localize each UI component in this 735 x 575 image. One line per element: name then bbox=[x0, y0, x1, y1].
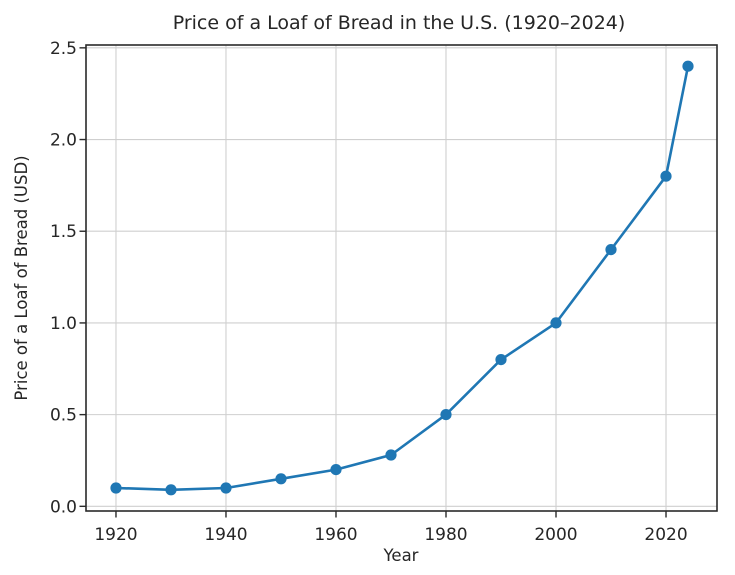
axis-ticks bbox=[79, 47, 667, 518]
price-line bbox=[114, 64, 690, 492]
x-tick-labels: 1920 1940 1960 1980 2000 2020 bbox=[94, 525, 687, 545]
data-point-marker bbox=[550, 317, 562, 329]
x-tick-label: 2020 bbox=[644, 525, 687, 545]
y-axis-label: Price of a Loaf of Bread (USD) bbox=[12, 155, 31, 400]
x-tick-label: 2000 bbox=[534, 525, 577, 545]
data-point-marker bbox=[275, 473, 287, 485]
y-tick-label: 2.0 bbox=[50, 131, 77, 151]
x-tick-label: 1940 bbox=[204, 525, 247, 545]
y-tick-label: 0.0 bbox=[50, 497, 77, 517]
y-tick-label: 1.5 bbox=[50, 222, 77, 242]
grid-lines bbox=[86, 45, 717, 511]
y-tick-label: 2.5 bbox=[50, 39, 77, 59]
data-series-line bbox=[114, 64, 690, 492]
data-point-marker bbox=[110, 482, 122, 494]
data-point-marker bbox=[660, 170, 672, 182]
chart-title: Price of a Loaf of Bread in the U.S. (19… bbox=[173, 12, 626, 34]
data-point-marker bbox=[605, 244, 617, 256]
x-axis-label: Year bbox=[383, 546, 419, 565]
data-point-marker bbox=[495, 354, 507, 366]
data-point-marker bbox=[220, 482, 232, 494]
data-point-marker bbox=[385, 449, 397, 461]
y-tick-label: 1.0 bbox=[50, 314, 77, 334]
x-tick-label: 1920 bbox=[94, 525, 137, 545]
y-tick-label: 0.5 bbox=[50, 406, 77, 426]
data-point-marker bbox=[165, 484, 177, 496]
data-point-marker bbox=[330, 464, 342, 476]
axis-spines bbox=[85, 44, 718, 512]
plot-border bbox=[85, 44, 718, 512]
x-tick-label: 1980 bbox=[424, 525, 467, 545]
data-series-markers bbox=[110, 60, 694, 496]
x-tick-label: 1960 bbox=[314, 525, 357, 545]
y-tick-labels: 0.0 0.5 1.0 1.5 2.0 2.5 bbox=[50, 39, 77, 517]
data-point-marker bbox=[682, 60, 694, 72]
data-point-marker bbox=[440, 409, 452, 421]
